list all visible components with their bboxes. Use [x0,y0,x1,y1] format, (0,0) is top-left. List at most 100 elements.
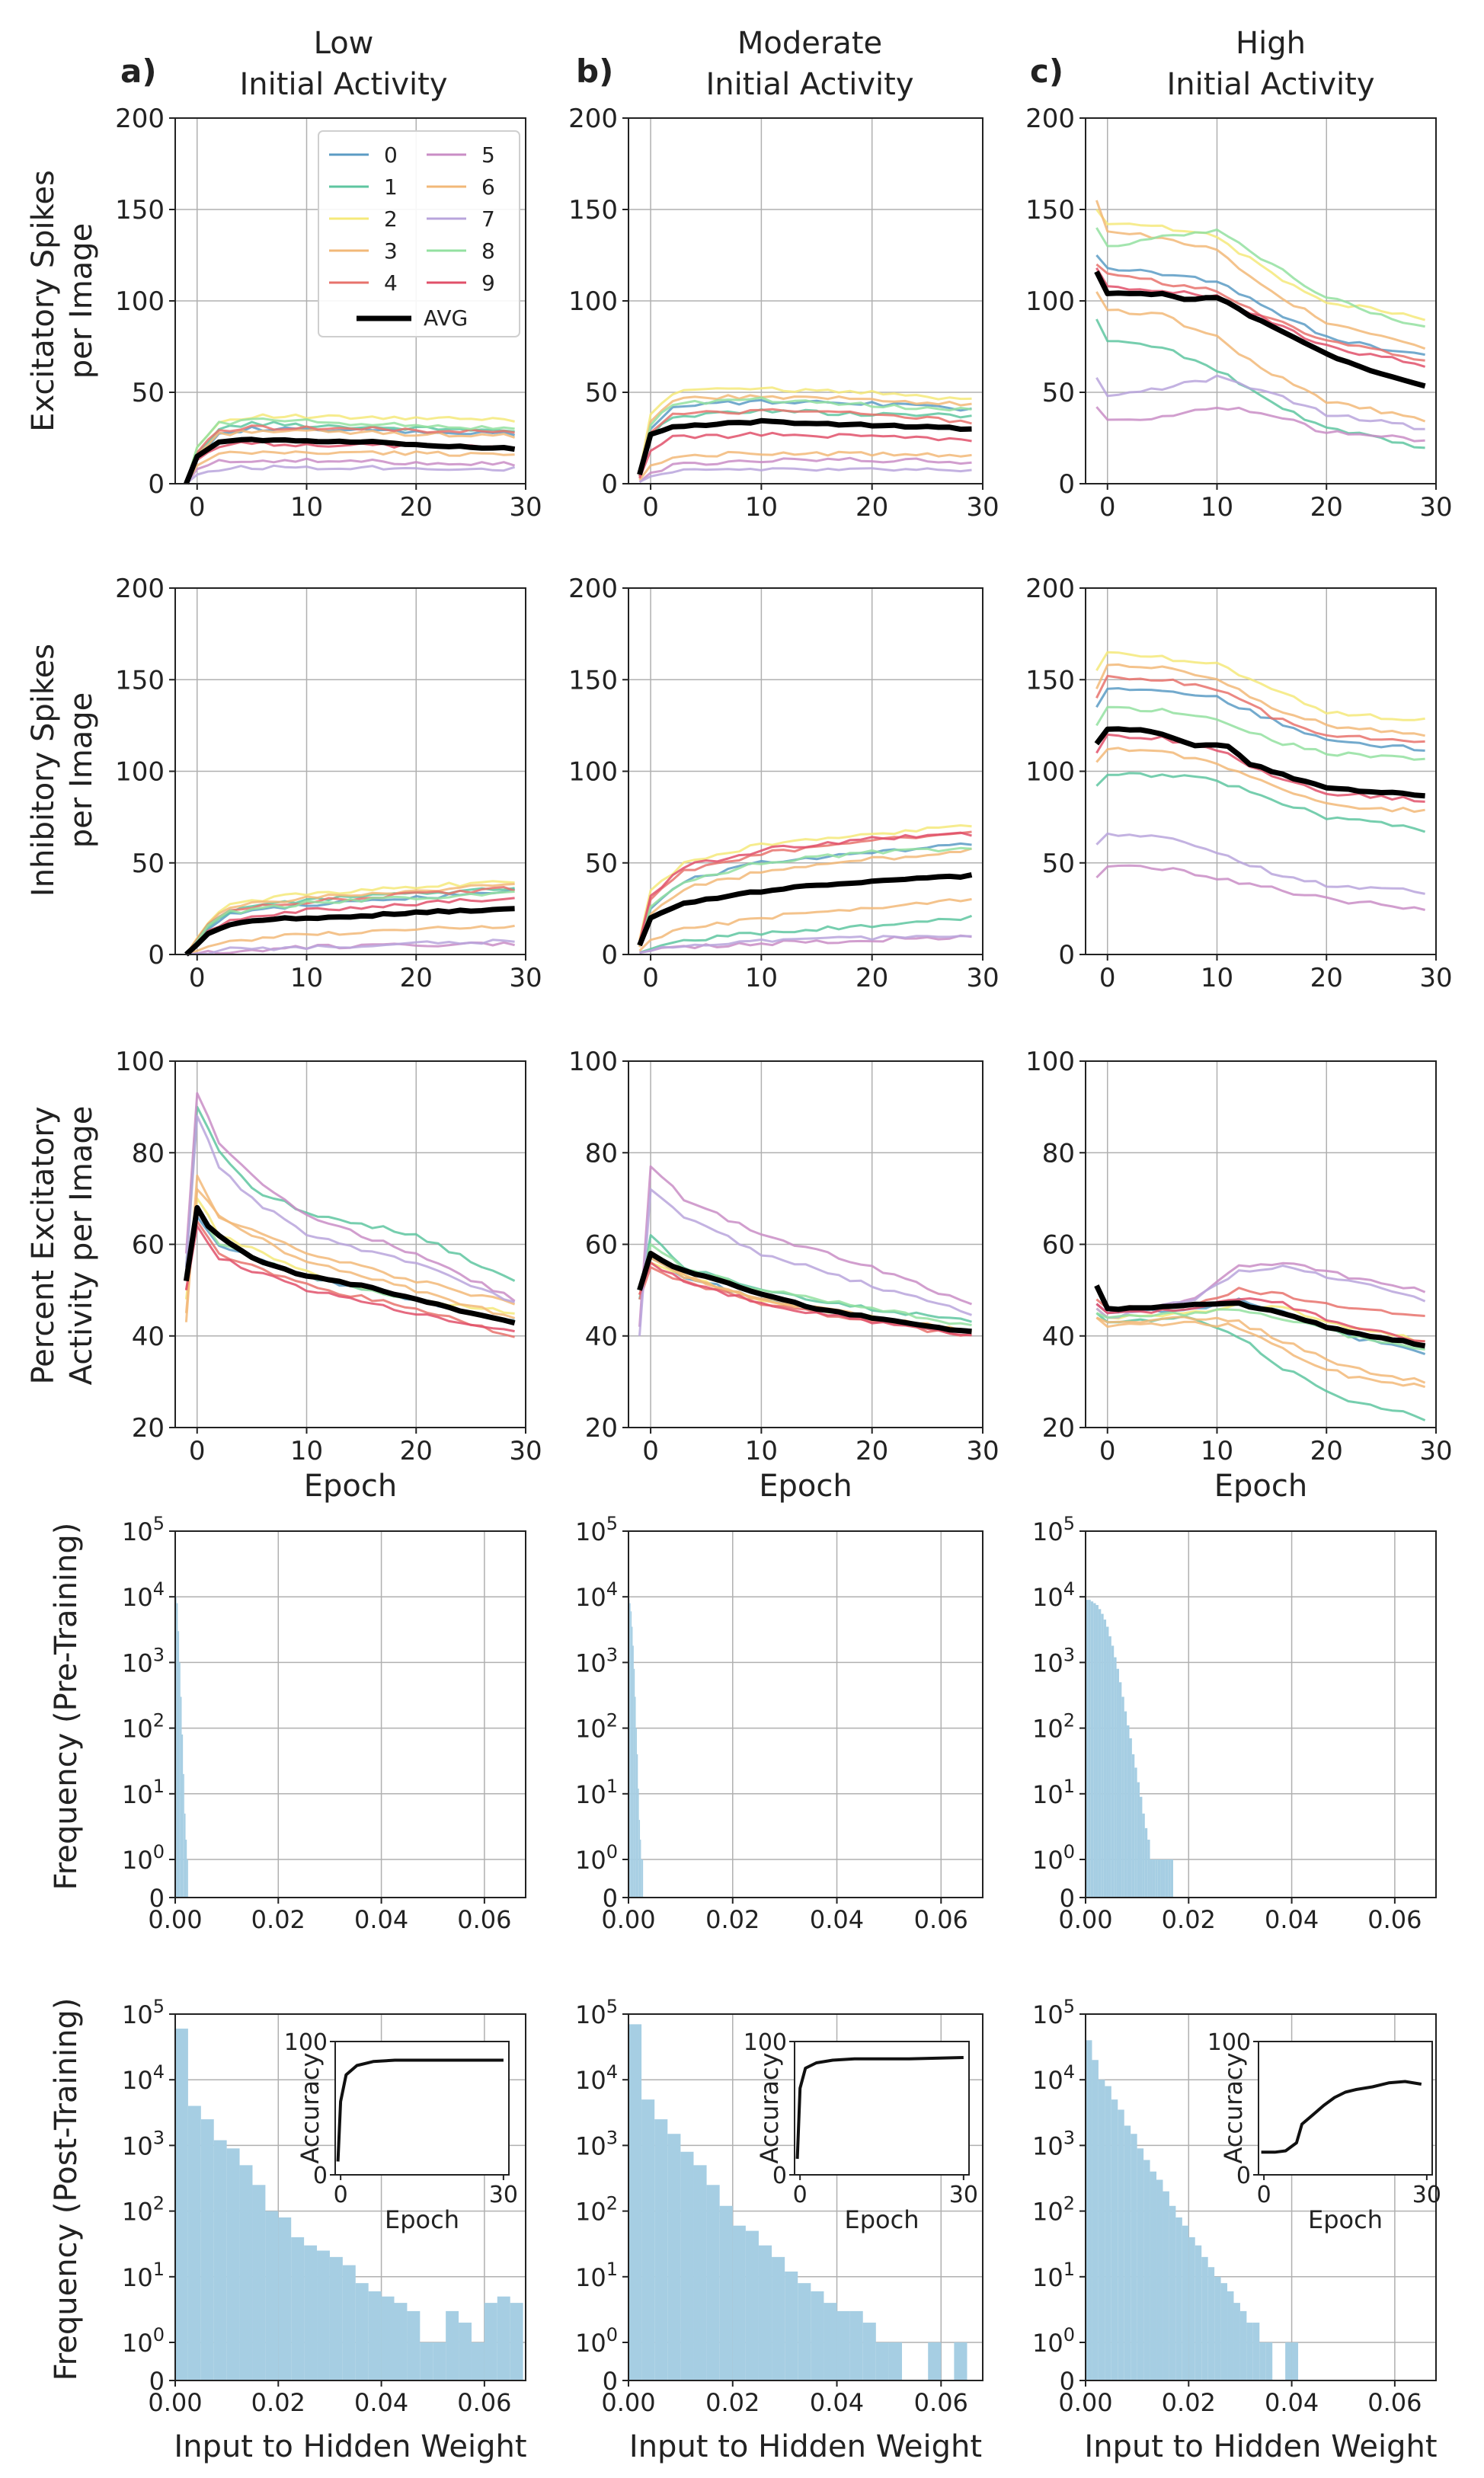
hist-bar [1127,1725,1130,1898]
y-tick-label: 102 [575,1710,618,1744]
legend-box [318,130,520,337]
y-tick-label: 0 [1060,2367,1075,2396]
y-tick-label: 102 [1032,2193,1075,2227]
series-line-digit-9 [1095,733,1425,803]
hist-bar [640,1840,641,1898]
hist-bar [1101,1613,1104,1898]
x-tick-label: 0 [1099,963,1116,993]
series-line-digit-9 [1095,1297,1425,1343]
hist-bar [1207,2267,1215,2380]
column-title-low-line1: Low [314,26,374,61]
x-axis-label: Input to Hidden Weight [629,2429,982,2464]
chart-high-inhibitory: 0 10 20 30 0 50 100 150 200 [1025,574,1453,993]
accuracy-line [336,2058,504,2162]
y-tick-label: 40 [132,1322,165,1352]
y-tick-label: 50 [132,378,165,408]
y-tick-label: 60 [585,1230,618,1261]
y-tick-label: 50 [585,378,618,408]
x-tick-label: 30 [1419,492,1452,523]
hist-bar [1291,2342,1299,2380]
hist-bar [680,2151,694,2380]
y-tick-label: 150 [568,195,618,225]
hist-bar [706,2185,720,2380]
hist-bar [1118,1682,1122,1898]
hist-bar [1233,2303,1240,2380]
x-tick-label: 0.00 [1058,2388,1112,2417]
hist-bar [1227,2291,1234,2380]
chart-mod-pre: 0.00 0.02 0.04 0.06 0 100 101 102 103 104 105 [575,1513,983,1934]
hist-bar [1114,1657,1117,1898]
series-line-digit-9 [638,431,972,479]
series-line-digit-2 [638,386,972,473]
x-tick-label: 0.06 [914,1905,968,1934]
plot-frame [628,2013,983,2381]
series-line-digit-8 [1095,705,1425,761]
series-line-digit-7 [1095,374,1425,430]
hist-bar [1246,2323,1253,2380]
x-tick-label: 0.02 [705,2388,760,2417]
x-tick-label: 30 [1419,1436,1452,1466]
y-tick-label: 105 [122,1996,165,2029]
series-line-avg [184,906,515,957]
hist-bar [252,2185,266,2380]
hist-bar [394,2303,408,2380]
y-tick-label: 103 [575,1644,618,1677]
y-tick-label: 20 [585,1413,618,1444]
series-line-digit-8 [638,396,972,475]
hist-bar [1111,1645,1115,1898]
plot-frame [1085,2013,1437,2381]
x-tick-label: 0.06 [914,2388,968,2417]
hist-bar [181,1734,184,1898]
series-line-digit-0 [1095,254,1425,357]
hist-bar [183,1773,184,1898]
series-line-digit-3 [1095,1316,1426,1389]
x-tick-label: 0 [1099,492,1116,523]
y-tick-label: 20 [132,1413,165,1444]
y-tick-label: 150 [1025,195,1075,225]
hist-bar [1144,1827,1148,1898]
hist-bar [1090,1601,1094,1898]
legend-label-avg: AVG [424,305,468,331]
hist-bar [1105,2086,1111,2380]
hist-bar [1143,2160,1150,2380]
hist-bar [1239,2310,1247,2380]
x-tick-label: 0.06 [457,1905,511,1934]
row-label-excitatory-line1: Excitatory Spikes [26,170,61,432]
x-tick-label: 0 [189,963,206,993]
y-tick-label: 60 [1042,1230,1075,1261]
series-line-digit-5 [184,1092,516,1303]
hist-bar [1155,1859,1158,1898]
series-line-digit-2 [638,824,972,941]
y-tick-label: 200 [568,104,618,134]
y-tick-label: 200 [115,104,165,134]
y-tick-label: 100 [575,2324,618,2358]
y-tick-label: 100 [1025,757,1075,788]
y-tick-label: 200 [1025,104,1075,134]
x-tick-label: 10 [745,963,778,993]
y-tick-label: 80 [1042,1138,1075,1169]
x-tick-label: 0.04 [810,1905,864,1934]
hist-bar [1106,1626,1109,1898]
row-label-pre: Frequency (Pre-Training) [49,1523,84,1891]
hist-bar [187,2106,201,2380]
y-tick-label: 104 [1032,2061,1075,2095]
series-line-digit-5 [638,456,972,483]
hist-bar [278,2217,292,2380]
x-tick-label: 30 [509,492,542,523]
hist-bar [1108,1636,1111,1898]
panel-letter-b: b) [576,53,613,90]
hist-bar [1118,2109,1124,2380]
y-tick-label: 103 [122,1644,165,1677]
series-line-digit-4 [638,408,972,477]
y-tick-label: 20 [1042,1413,1075,1444]
hist-bar [1163,1859,1166,1898]
hist-bar [628,2024,642,2380]
y-tick-label: 50 [132,849,165,879]
y-tick-label: 50 [585,849,618,879]
x-tick-label: 0.04 [1265,2388,1319,2417]
hist-bar [636,1754,638,1898]
series-line-avg [1094,270,1426,389]
y-tick-label: 0 [148,469,165,500]
y-tick-label: 104 [575,1578,618,1612]
